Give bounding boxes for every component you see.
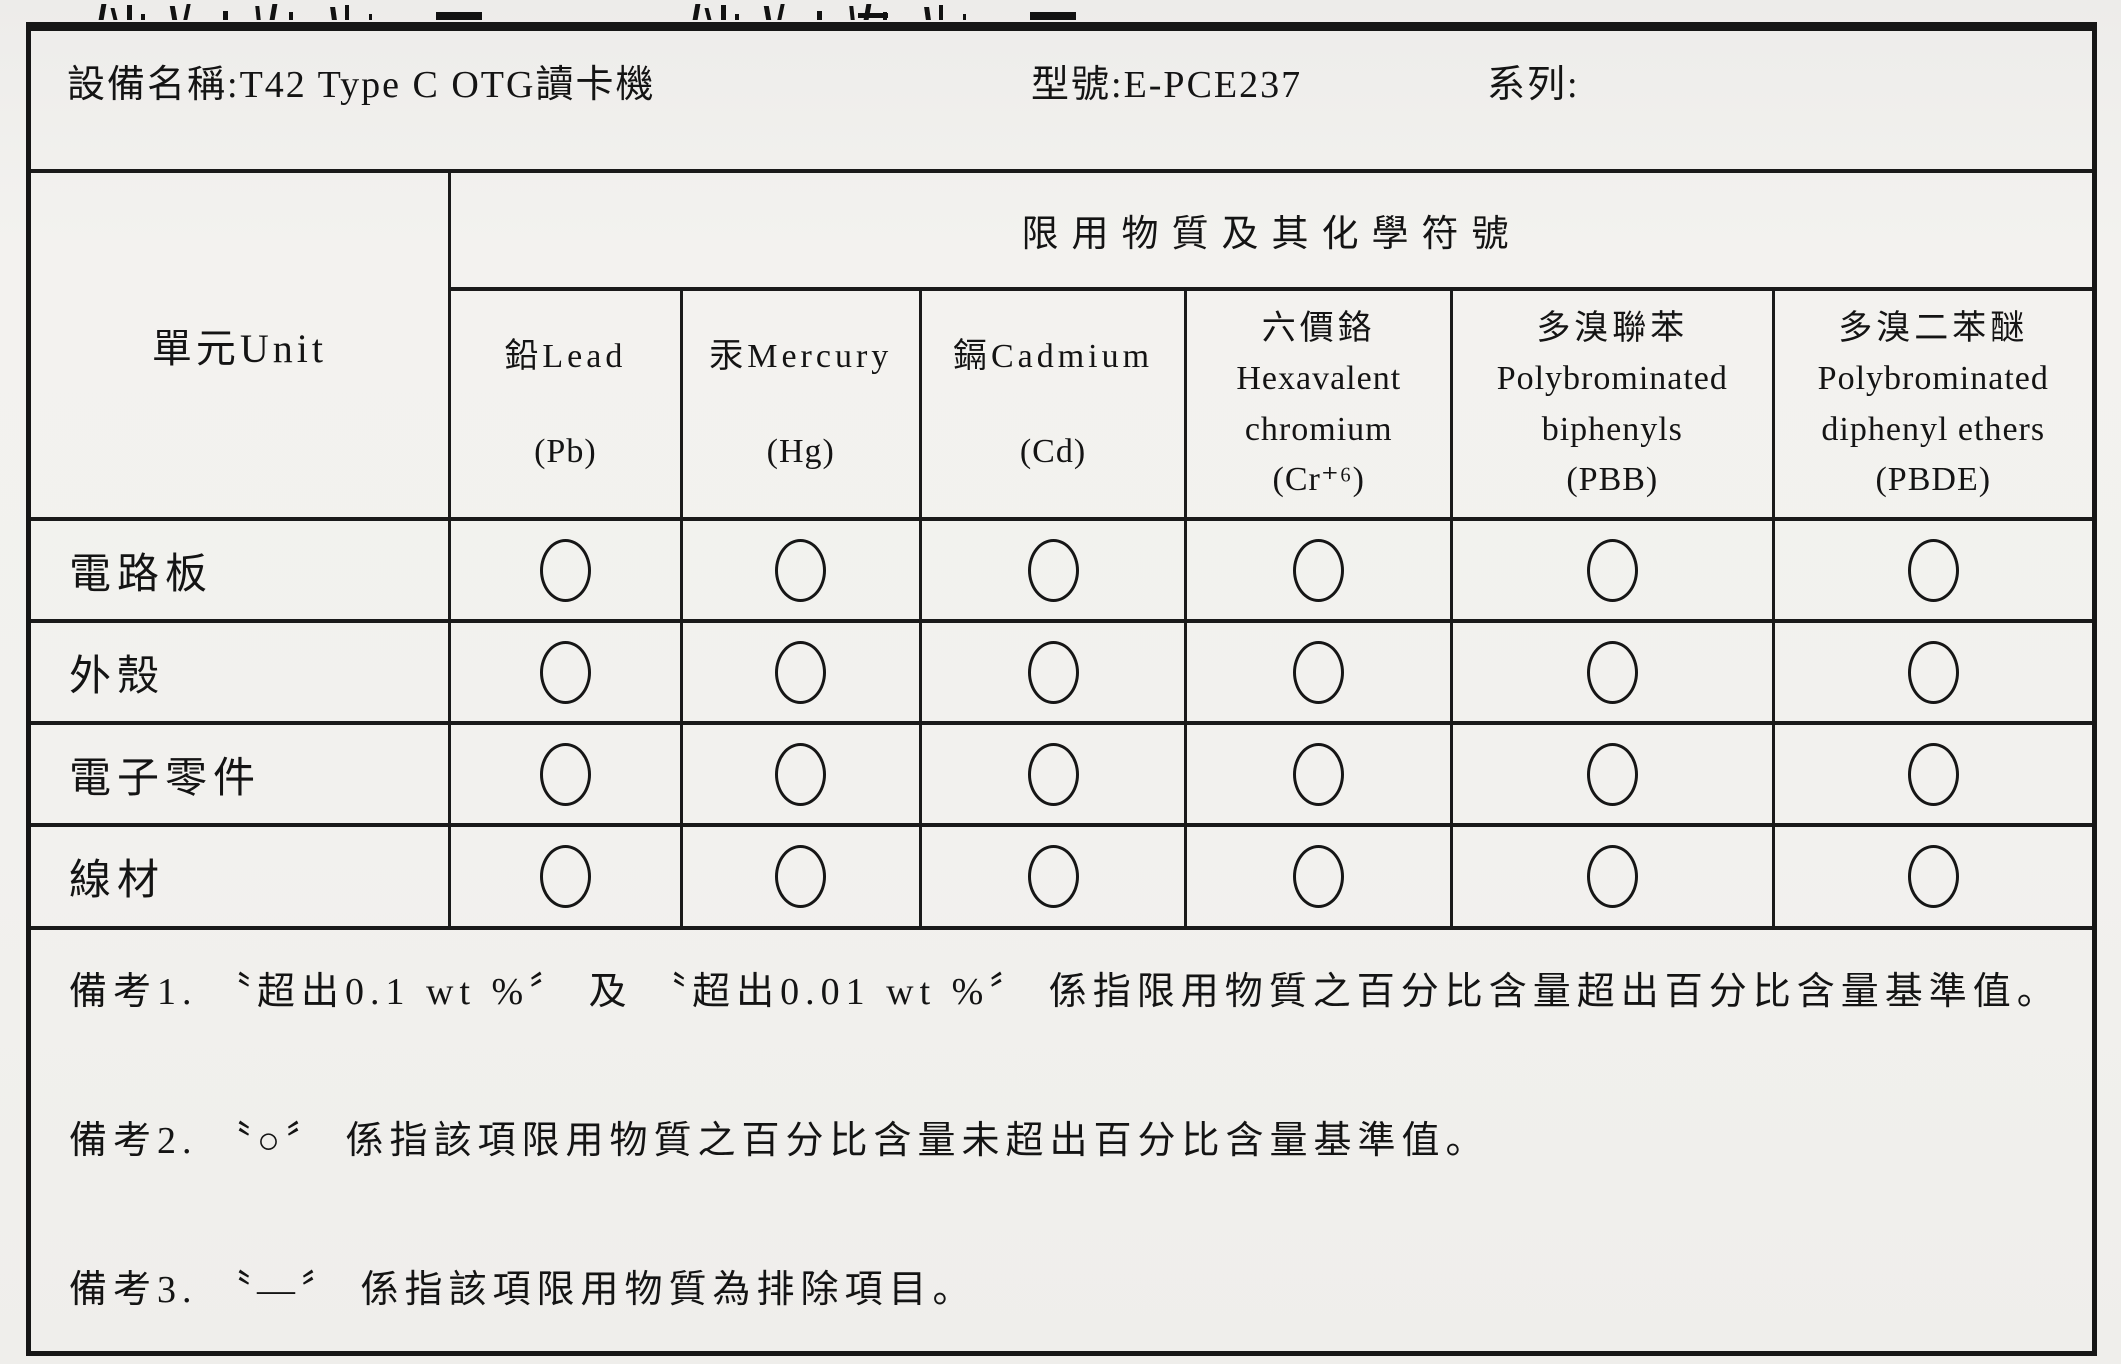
compliance-mark: [1187, 725, 1454, 827]
table-title-row: 設備名稱:T42 Type C OTG讀卡機 型號:E-PCE237 系列:: [31, 31, 2092, 173]
device-name-field: 設備名稱:T42 Type C OTG讀卡機: [67, 53, 655, 108]
compliance-mark: [921, 521, 1188, 623]
row-label-electronic-parts: 電子零件: [31, 725, 451, 827]
series-field: 系列:: [1487, 53, 1580, 108]
row-label-cables: 線材: [31, 827, 451, 930]
compliance-mark: [1187, 623, 1454, 725]
device-name-label: 設備名稱:: [67, 64, 240, 106]
compliance-mark: [1453, 725, 1775, 827]
compliance-mark: [682, 623, 922, 725]
cropped-underline-remnant: [858, 13, 888, 18]
restricted-substances-table: 設備名稱:T42 Type C OTG讀卡機 型號:E-PCE237 系列: 單…: [26, 22, 2097, 1356]
model-field: 型號:E-PCE237: [1031, 53, 1302, 108]
column-header-lead: 鉛Lead (Pb): [450, 291, 683, 521]
compliance-mark: [1187, 521, 1454, 623]
compliance-mark: [1187, 827, 1454, 930]
compliance-mark: [1453, 827, 1775, 930]
column-header-pbde: 多溴二苯醚 Polybrominated diphenyl ethers (PB…: [1774, 291, 2092, 521]
compliance-mark: [450, 827, 683, 930]
note-2: 備考2. 〝○〞 係指該項限用物質之百分比含量未超出百分比含量基準值。: [69, 1120, 1490, 1162]
compliance-mark: [1774, 827, 2092, 930]
notes-section: 備考1. 〝超出0.1 wt %〞 及 〝超出0.01 wt %〞 係指限用物質…: [31, 930, 2092, 1351]
model-label: 型號:: [1031, 64, 1124, 106]
column-header-hexavalent-chromium: 六價鉻 Hexavalent chromium (Cr⁺⁶): [1187, 291, 1454, 521]
compliance-mark: [1774, 521, 2092, 623]
compliance-mark: [450, 725, 683, 827]
compliance-mark: [682, 725, 922, 827]
cropped-text-remnant: [98, 0, 1600, 20]
column-header-pbb: 多溴聯苯 Polybrominated biphenyls (PBB): [1453, 291, 1775, 521]
compliance-mark: [1774, 623, 2092, 725]
compliance-mark: [450, 521, 683, 623]
substances-group-header: 限用物質及其化學符號: [450, 173, 2092, 291]
compliance-mark: [921, 827, 1188, 930]
column-header-cadmium: 鎘Cadmium (Cd): [921, 291, 1188, 521]
device-name-value: T42 Type C OTG讀卡機: [239, 64, 656, 106]
column-header-mercury: 汞Mercury (Hg): [682, 291, 922, 521]
note-3: 備考3. 〝—〞 係指該項限用物質為排除項目。: [69, 1269, 977, 1311]
row-label-circuit-board: 電路板: [31, 521, 451, 623]
unit-column-header: 單元Unit: [31, 173, 451, 521]
compliance-mark: [1453, 521, 1775, 623]
compliance-mark: [1453, 623, 1775, 725]
compliance-mark: [921, 725, 1188, 827]
compliance-mark: [450, 623, 683, 725]
compliance-mark: [921, 623, 1188, 725]
note-1: 備考1. 〝超出0.1 wt %〞 及 〝超出0.01 wt %〞 係指限用物質…: [69, 971, 2061, 1013]
compliance-mark: [1774, 725, 2092, 827]
model-value: E-PCE237: [1123, 64, 1303, 106]
compliance-mark: [682, 827, 922, 930]
series-label: 系列:: [1487, 64, 1580, 106]
compliance-mark: [682, 521, 922, 623]
row-label-enclosure: 外殼: [31, 623, 451, 725]
